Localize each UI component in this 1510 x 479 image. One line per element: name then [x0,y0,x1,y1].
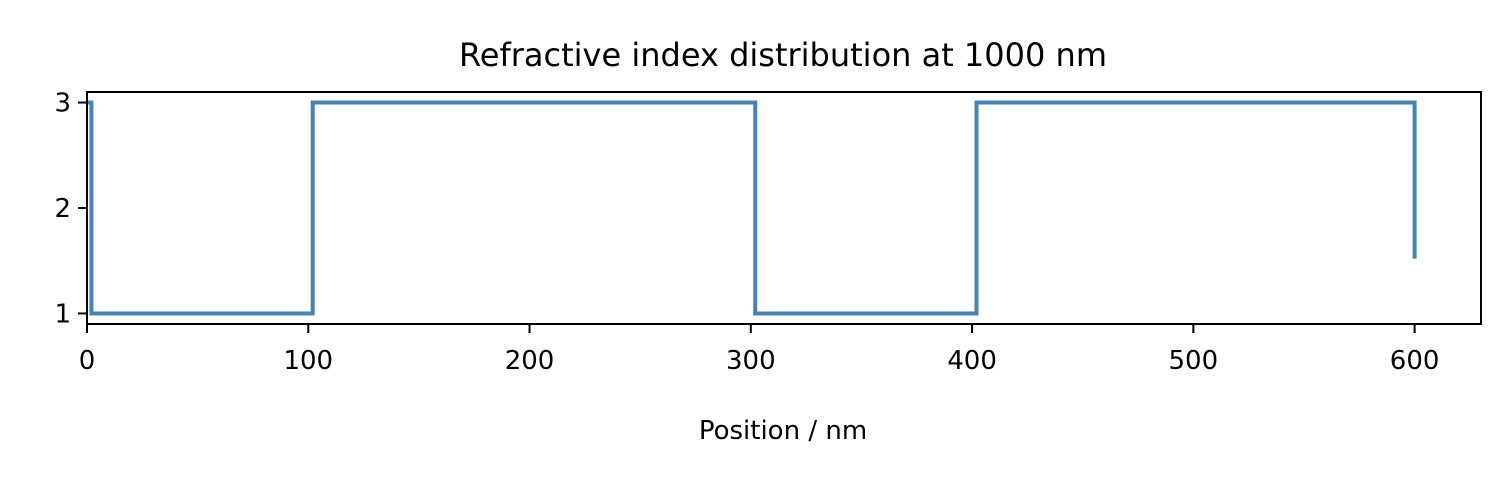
x-tick-label: 200 [505,346,555,376]
y-tick-label: 1 [54,299,71,329]
x-tick-label: 400 [947,346,997,376]
x-tick-label: 300 [726,346,776,376]
series-line-0 [87,100,1417,316]
y-tick-label: 2 [54,194,71,224]
x-tick-label: 600 [1390,346,1440,376]
plot-area [86,91,1482,325]
y-tick-label: 3 [54,89,71,119]
x-axis-label: Position / nm [699,416,867,446]
plot-frame [86,91,1482,325]
x-axis-ticks: 0 100 200 300 400 500 600 [79,324,1440,376]
x-tick-label: 500 [1169,346,1219,376]
y-axis-ticks: 1 2 3 [54,89,87,329]
chart-title: Refractive index distribution at 1000 nm [459,36,1107,74]
x-tick-label: 100 [283,346,333,376]
x-tick-label: 0 [79,346,96,376]
